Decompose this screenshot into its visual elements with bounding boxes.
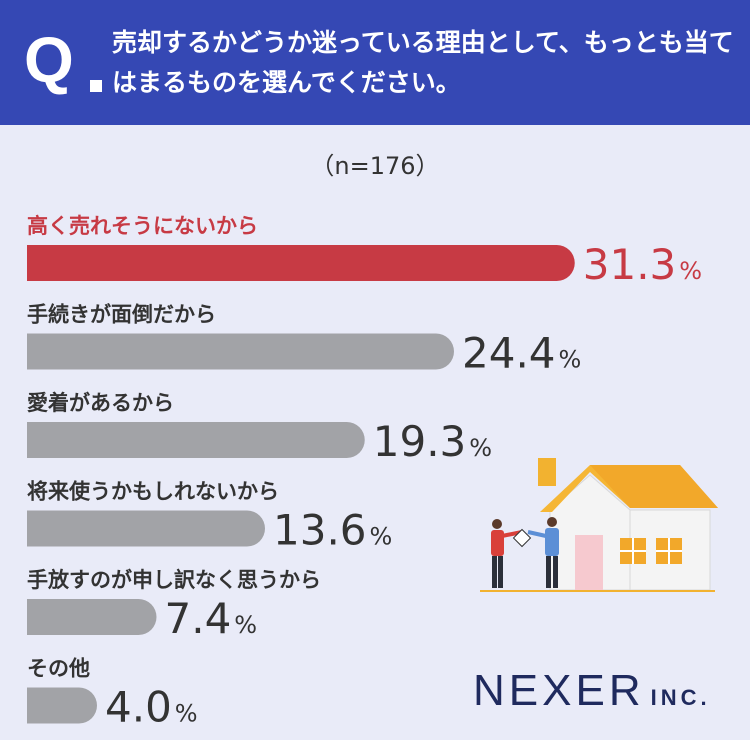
- category-label: 愛着があるから: [27, 391, 174, 415]
- question-header: Q 売却するかどうか迷っている理由として、もっとも当てはまるものを選んでください…: [0, 0, 750, 125]
- value-label: 7.4%: [165, 594, 258, 643]
- bar: [27, 245, 575, 281]
- bar-left-cap: [27, 687, 63, 724]
- value-label: 4.0%: [105, 683, 198, 732]
- logo-main: NEXER: [473, 666, 645, 715]
- value-label: 19.3%: [373, 417, 492, 466]
- bar-left-cap: [27, 245, 63, 281]
- bar: [27, 422, 365, 458]
- bar-left-cap: [27, 510, 63, 547]
- value-label: 24.4%: [462, 329, 581, 378]
- value-label: 13.6%: [273, 506, 392, 555]
- category-label: 将来使うかもしれないから: [27, 480, 279, 504]
- category-label: 手続きが面倒だから: [27, 303, 216, 327]
- value-label: 31.3%: [583, 240, 702, 289]
- category-label: 手放すのが申し訳なく思うから: [27, 568, 321, 592]
- bar-left-cap: [27, 422, 63, 458]
- house-handover-illustration: [480, 458, 718, 592]
- bar-left-cap: [27, 599, 63, 635]
- sample-size: （n=176）: [310, 152, 440, 180]
- question-dot: [90, 80, 102, 92]
- bar: [27, 333, 454, 370]
- logo-sub: INC.: [650, 685, 711, 710]
- company-logo: NEXER INC.: [473, 668, 711, 724]
- category-label: その他: [27, 657, 90, 681]
- question-mark: Q: [24, 24, 74, 96]
- category-label: 高く売れそうにないから: [27, 214, 258, 238]
- question-text: 売却するかどうか迷っている理由として、もっとも当てはまるものを選んでください。: [112, 28, 734, 97]
- bar: [27, 510, 265, 547]
- bar-left-cap: [27, 333, 63, 370]
